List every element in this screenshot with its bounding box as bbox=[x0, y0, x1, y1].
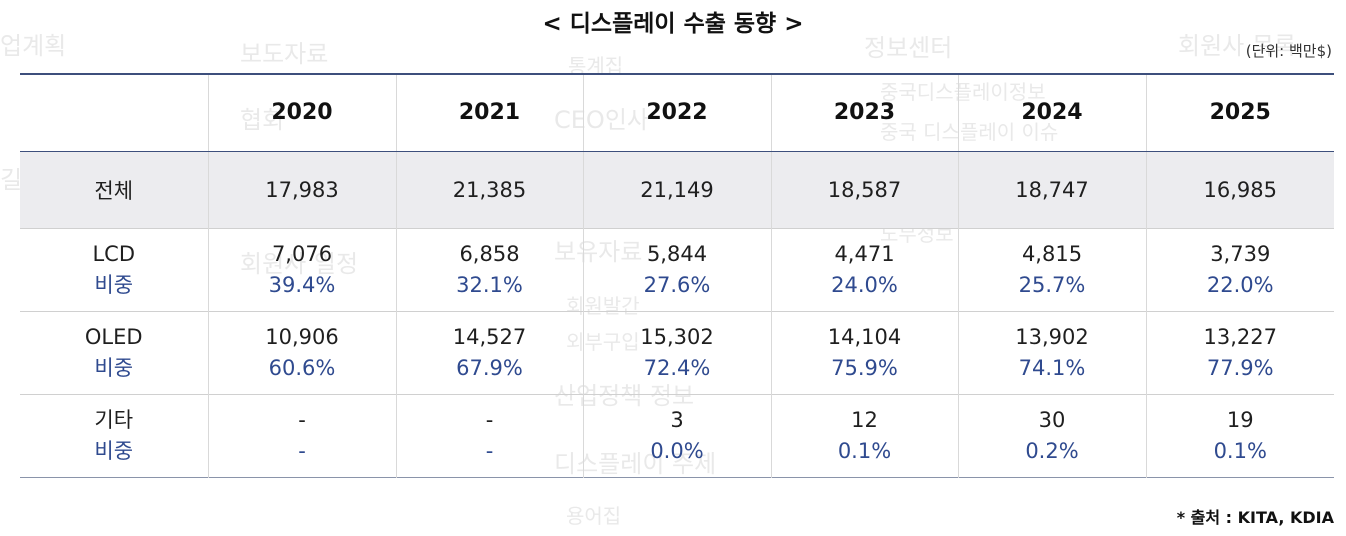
table-cell: 10,906 60.6% bbox=[207, 311, 396, 394]
header-year: 2021 bbox=[395, 73, 583, 152]
row-label-cell: LCD 비중 bbox=[20, 228, 208, 311]
table-row-oled: OLED 비중 10,906 60.6% 14,527 67.9% 15,302 72… bbox=[20, 311, 1334, 394]
table-cell: 18,747 bbox=[957, 151, 1146, 228]
value: 14,527 bbox=[452, 324, 527, 349]
table-cell: 13,902 74.1% bbox=[957, 311, 1146, 394]
ratio-label: 비중 bbox=[94, 438, 134, 463]
unit-note: (단위: 백만$) bbox=[1245, 42, 1332, 60]
table-row-lcd: LCD 비중 7,076 39.4% 6,858 32.1% 5,844 27.6% … bbox=[20, 228, 1334, 311]
value: 3 bbox=[670, 407, 684, 432]
ratio-value: - bbox=[485, 438, 494, 463]
header-empty-cell bbox=[20, 73, 208, 152]
table-cell: 7,076 39.4% bbox=[207, 228, 396, 311]
table-cell: -- bbox=[395, 394, 583, 477]
row-label: 전체 bbox=[94, 178, 134, 203]
table-cell: 6,858 32.1% bbox=[395, 228, 583, 311]
row-label-cell: OLED 비중 bbox=[20, 311, 208, 394]
table-cell: 13,227 77.9% bbox=[1145, 311, 1334, 394]
ratio-value: 0.0% bbox=[650, 438, 704, 463]
table-cell: 4,471 24.0% bbox=[770, 228, 958, 311]
source-note: * 출처 : KITA, KDIA bbox=[1176, 508, 1334, 527]
value: 5,844 bbox=[646, 241, 708, 266]
value: 12 bbox=[851, 407, 878, 432]
ratio-value: 60.6% bbox=[268, 355, 336, 380]
header-year: 2022 bbox=[582, 73, 771, 152]
row-label: LCD bbox=[92, 241, 136, 266]
ratio-value: 32.1% bbox=[456, 272, 523, 297]
ratio-value: 0.1% bbox=[1213, 438, 1267, 463]
table-cell: 3 0.0% bbox=[582, 394, 771, 477]
value: 19 bbox=[1226, 407, 1254, 432]
export-trend-table: 2020 2021 2022 2023 2024 2025 전체 17,983 … bbox=[20, 73, 1334, 478]
row-label: OLED bbox=[84, 324, 143, 349]
table-cell: 18,587 bbox=[770, 151, 958, 228]
value: 13,227 bbox=[1203, 324, 1277, 349]
row-label-cell: 기타 비중 bbox=[20, 394, 208, 477]
ratio-value: 22.0% bbox=[1206, 272, 1274, 297]
value: - bbox=[298, 407, 306, 432]
value: 13,902 bbox=[1015, 324, 1089, 349]
ratio-value: 0.2% bbox=[1025, 438, 1079, 463]
row-label: 기타 bbox=[94, 407, 134, 432]
page-title: < 디스플레이 수출 동향 > bbox=[542, 11, 804, 37]
ratio-label: 비중 bbox=[94, 272, 134, 297]
ratio-value: 74.1% bbox=[1018, 355, 1086, 380]
table-cell: 4,815 25.7% bbox=[957, 228, 1146, 311]
table-cell: 12 0.1% bbox=[770, 394, 958, 477]
ratio-value: 25.7% bbox=[1018, 272, 1086, 297]
table-cell: 16,985 bbox=[1145, 151, 1334, 228]
table-cell: 19 0.1% bbox=[1145, 394, 1334, 477]
table-cell: 14,104 75.9% bbox=[770, 311, 958, 394]
bg-menu-text: 회원사 목록 bbox=[1178, 32, 1297, 60]
ratio-value: 39.4% bbox=[268, 272, 336, 297]
header-year: 2020 bbox=[207, 73, 396, 152]
ratio-value: 67.9% bbox=[456, 355, 523, 380]
header-year: 2023 bbox=[770, 73, 958, 152]
ratio-value: 77.9% bbox=[1206, 355, 1274, 380]
value: 7,076 bbox=[271, 241, 333, 266]
table-cell: 17,983 bbox=[207, 151, 396, 228]
value: 15,302 bbox=[640, 324, 714, 349]
bg-menu-text: 보도자료 bbox=[240, 40, 329, 68]
table-cell: -- bbox=[207, 394, 396, 477]
ratio-value: 27.6% bbox=[643, 272, 711, 297]
ratio-value: 75.9% bbox=[831, 355, 898, 380]
table-cell: 14,527 67.9% bbox=[395, 311, 583, 394]
ratio-value: 0.1% bbox=[837, 438, 892, 463]
value: 14,104 bbox=[827, 324, 902, 349]
ratio-value: 72.4% bbox=[643, 355, 711, 380]
ratio-label: 비중 bbox=[94, 355, 134, 380]
bg-menu-text: 길 bbox=[0, 166, 23, 194]
bg-menu-text: 정보센터 bbox=[864, 34, 953, 62]
value: 6,858 bbox=[459, 241, 520, 266]
table-cell: 21,385 bbox=[395, 151, 583, 228]
value: 3,739 bbox=[1210, 241, 1271, 266]
value: 4,815 bbox=[1021, 241, 1083, 266]
value: 4,471 bbox=[834, 241, 895, 266]
table-cell: 30 0.2% bbox=[957, 394, 1146, 477]
bg-menu-text: 용어집 bbox=[566, 504, 622, 528]
value: 10,906 bbox=[265, 324, 339, 349]
table-row-total: 전체 17,983 21,385 21,149 18,587 18,747 16… bbox=[20, 151, 1334, 228]
ratio-value: - bbox=[298, 438, 306, 463]
header-year: 2024 bbox=[957, 73, 1146, 152]
table-row-other: 기타 비중 -- -- 3 0.0% 12 0.1% 30 0.2% 19 0.1% bbox=[20, 394, 1334, 477]
table-cell: 21,149 bbox=[582, 151, 771, 228]
table-cell: 3,739 22.0% bbox=[1145, 228, 1334, 311]
bg-menu-text: 업계획 bbox=[0, 32, 67, 60]
ratio-value: 24.0% bbox=[831, 272, 898, 297]
value: 30 bbox=[1038, 407, 1066, 432]
value: - bbox=[485, 407, 494, 432]
header-year: 2025 bbox=[1145, 73, 1334, 152]
table-header-row: 2020 2021 2022 2023 2024 2025 bbox=[20, 73, 1334, 152]
table-cell: 15,302 72.4% bbox=[582, 311, 771, 394]
table-cell: 5,844 27.6% bbox=[582, 228, 771, 311]
